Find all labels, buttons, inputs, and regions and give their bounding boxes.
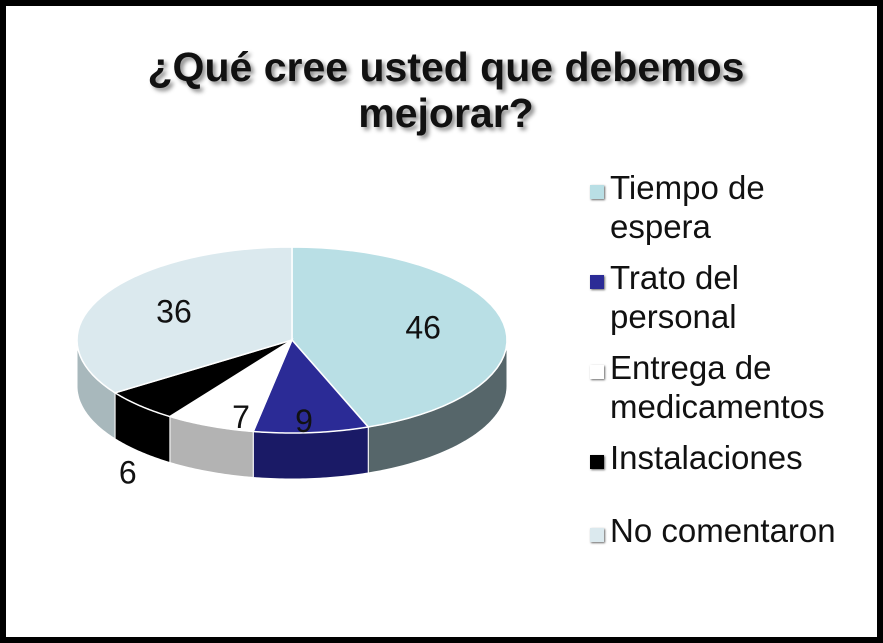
- legend-label: Trato del personal: [610, 259, 740, 335]
- data-label: 36: [156, 294, 192, 330]
- legend-item: No comentaron: [590, 511, 850, 550]
- legend-swatch: [590, 275, 604, 289]
- legend-swatch: [590, 185, 604, 199]
- slice: [168, 338, 294, 433]
- data-label: 7: [232, 399, 250, 435]
- legend-item: Instalaciones: [590, 438, 850, 477]
- legend: Tiempo de espera Trato del personal Entreg…: [590, 168, 850, 562]
- legend-swatch: [590, 365, 604, 379]
- legend-item: Entrega de medicamentos: [590, 348, 850, 426]
- legend-item: Tiempo de espera: [590, 168, 850, 246]
- slice: [113, 339, 293, 418]
- legend-label: Tiempo de espera: [610, 169, 765, 245]
- legend-swatch: [590, 455, 604, 469]
- slice: [252, 338, 370, 434]
- data-label: 9: [295, 403, 313, 439]
- legend-swatch: [590, 528, 604, 542]
- slice: [291, 246, 508, 428]
- legend-label: Entrega de medicamentos: [610, 349, 825, 425]
- data-label: 6: [119, 454, 137, 490]
- data-label: 46: [405, 309, 441, 345]
- legend-label: No comentaron: [610, 512, 836, 549]
- legend-item: Trato del personal: [590, 258, 850, 336]
- chart-title: ¿Qué cree usted que debemos mejorar?: [147, 44, 745, 136]
- legend-label: Instalaciones: [610, 439, 803, 476]
- slice: [76, 246, 293, 394]
